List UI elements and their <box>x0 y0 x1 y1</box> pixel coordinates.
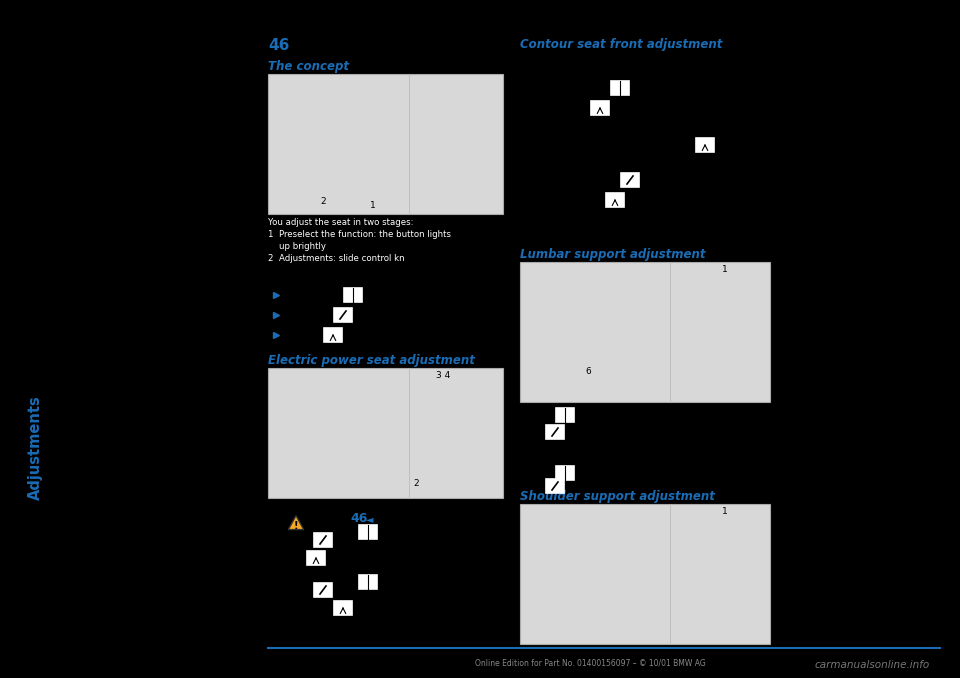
Text: Online Edition for Part No. 01400156097 – © 10/01 BMW AG: Online Edition for Part No. 01400156097 … <box>474 658 706 667</box>
Text: The concept: The concept <box>268 60 349 73</box>
Bar <box>696 138 714 152</box>
Text: Electric power seat adjustment: Electric power seat adjustment <box>268 354 475 367</box>
Bar <box>344 288 362 302</box>
Bar <box>268 368 503 498</box>
Bar <box>520 262 770 402</box>
Bar <box>359 575 377 589</box>
Text: Adjustments: Adjustments <box>28 395 43 500</box>
Bar <box>324 328 342 342</box>
Bar <box>546 425 564 439</box>
Bar <box>556 408 574 422</box>
Bar <box>268 74 503 214</box>
Text: Lumbar support adjustment: Lumbar support adjustment <box>520 248 706 261</box>
Bar <box>546 479 564 493</box>
Bar <box>334 308 352 322</box>
Text: Contour seat front adjustment: Contour seat front adjustment <box>520 38 722 51</box>
Text: 2: 2 <box>321 197 325 207</box>
Bar <box>520 504 770 644</box>
Text: ◄: ◄ <box>366 514 373 524</box>
Text: carmanualsonline.info: carmanualsonline.info <box>815 660 930 670</box>
Text: 46: 46 <box>268 38 289 53</box>
Bar <box>591 101 609 115</box>
Bar <box>611 81 629 95</box>
Bar <box>334 601 352 615</box>
Bar <box>359 525 377 539</box>
Text: You adjust the seat in two stages:
1  Preselect the function: the button lights
: You adjust the seat in two stages: 1 Pre… <box>268 218 451 264</box>
Text: 46: 46 <box>350 512 368 525</box>
Bar <box>314 583 332 597</box>
Text: 6: 6 <box>586 367 590 376</box>
Bar <box>606 193 624 207</box>
Bar <box>307 551 325 565</box>
Text: !: ! <box>294 521 299 531</box>
Text: 3 4: 3 4 <box>436 370 450 380</box>
Text: Shoulder support adjustment: Shoulder support adjustment <box>520 490 715 503</box>
Text: 1: 1 <box>722 266 728 275</box>
Bar <box>556 466 574 480</box>
Text: 1: 1 <box>371 201 376 210</box>
Text: 2: 2 <box>413 479 419 487</box>
Bar <box>621 173 639 187</box>
Bar <box>314 533 332 547</box>
Polygon shape <box>288 515 303 530</box>
Text: 1: 1 <box>722 508 728 517</box>
